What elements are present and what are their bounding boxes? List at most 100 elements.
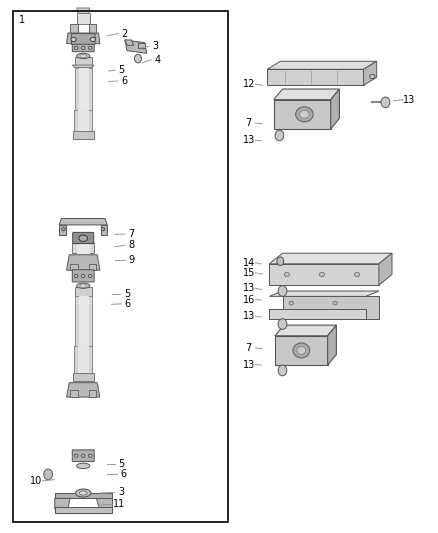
- FancyBboxPatch shape: [72, 270, 94, 282]
- Ellipse shape: [79, 235, 88, 241]
- Polygon shape: [67, 33, 100, 44]
- Text: 15: 15: [243, 268, 255, 278]
- Polygon shape: [89, 390, 96, 397]
- Ellipse shape: [101, 228, 105, 231]
- Bar: [77, 243, 89, 253]
- Polygon shape: [274, 89, 339, 100]
- Circle shape: [278, 365, 287, 376]
- Bar: [72, 243, 94, 253]
- Circle shape: [277, 257, 284, 265]
- Text: 13: 13: [243, 360, 255, 369]
- Polygon shape: [72, 65, 94, 68]
- Ellipse shape: [296, 107, 313, 122]
- Text: 13: 13: [243, 284, 255, 293]
- FancyBboxPatch shape: [72, 44, 94, 52]
- FancyBboxPatch shape: [72, 450, 94, 462]
- Text: 3: 3: [152, 42, 159, 51]
- Polygon shape: [59, 219, 107, 225]
- Circle shape: [278, 286, 287, 296]
- Text: 5: 5: [119, 66, 125, 75]
- Bar: [79, 296, 88, 346]
- Ellipse shape: [88, 274, 92, 278]
- Ellipse shape: [81, 274, 85, 278]
- Ellipse shape: [88, 454, 92, 457]
- Ellipse shape: [284, 272, 290, 277]
- FancyBboxPatch shape: [73, 232, 94, 244]
- Ellipse shape: [370, 75, 375, 79]
- Text: 13: 13: [243, 311, 255, 321]
- Ellipse shape: [354, 272, 360, 277]
- Polygon shape: [125, 40, 134, 45]
- Circle shape: [134, 54, 141, 63]
- Ellipse shape: [300, 110, 309, 118]
- Polygon shape: [267, 61, 377, 69]
- Bar: [74, 110, 92, 131]
- Polygon shape: [283, 296, 379, 319]
- Ellipse shape: [77, 53, 90, 59]
- Circle shape: [278, 319, 287, 329]
- Polygon shape: [275, 325, 336, 336]
- Polygon shape: [138, 43, 145, 48]
- Circle shape: [44, 469, 53, 480]
- Bar: [78, 346, 88, 373]
- Text: 4: 4: [155, 55, 161, 64]
- Ellipse shape: [75, 489, 91, 497]
- Text: 6: 6: [120, 469, 127, 479]
- Polygon shape: [379, 253, 392, 285]
- Polygon shape: [67, 255, 100, 270]
- Polygon shape: [269, 253, 392, 264]
- Polygon shape: [96, 498, 112, 509]
- Ellipse shape: [80, 54, 87, 58]
- Ellipse shape: [74, 274, 78, 278]
- Ellipse shape: [77, 463, 90, 469]
- Bar: [75, 296, 92, 346]
- Ellipse shape: [62, 228, 65, 231]
- Polygon shape: [89, 264, 96, 270]
- Text: 11: 11: [113, 499, 126, 509]
- Bar: [74, 346, 92, 373]
- Polygon shape: [267, 69, 364, 85]
- Ellipse shape: [80, 284, 87, 287]
- Ellipse shape: [79, 491, 87, 495]
- Ellipse shape: [297, 346, 306, 354]
- Polygon shape: [55, 498, 70, 509]
- Polygon shape: [328, 325, 336, 365]
- Ellipse shape: [293, 343, 310, 358]
- Ellipse shape: [289, 301, 293, 305]
- Text: 9: 9: [128, 255, 134, 264]
- Text: 8: 8: [128, 240, 134, 250]
- Ellipse shape: [333, 301, 337, 305]
- FancyBboxPatch shape: [71, 34, 95, 45]
- Text: 5: 5: [124, 289, 130, 298]
- Text: 7: 7: [246, 343, 252, 353]
- Text: 14: 14: [243, 258, 255, 268]
- Circle shape: [275, 130, 284, 141]
- Text: 12: 12: [243, 79, 255, 89]
- Bar: [75, 287, 92, 296]
- Ellipse shape: [81, 46, 85, 50]
- Polygon shape: [67, 383, 100, 397]
- Bar: [13, 11, 228, 522]
- Text: 13: 13: [243, 135, 255, 145]
- Polygon shape: [70, 390, 78, 397]
- Text: 6: 6: [121, 76, 127, 86]
- Polygon shape: [70, 264, 78, 270]
- Bar: [77, 13, 90, 24]
- Polygon shape: [331, 89, 339, 129]
- Text: 2: 2: [122, 29, 128, 38]
- Text: 16: 16: [243, 295, 255, 304]
- Polygon shape: [274, 100, 331, 129]
- Ellipse shape: [88, 46, 92, 50]
- Ellipse shape: [74, 454, 78, 457]
- Ellipse shape: [77, 283, 90, 288]
- Text: 5: 5: [119, 459, 125, 469]
- Ellipse shape: [319, 272, 325, 277]
- Polygon shape: [269, 309, 366, 319]
- Text: 10: 10: [30, 476, 42, 486]
- Polygon shape: [55, 507, 112, 513]
- Polygon shape: [101, 225, 107, 235]
- Bar: [78, 110, 88, 131]
- Text: 7: 7: [246, 118, 252, 128]
- Polygon shape: [59, 225, 66, 235]
- Ellipse shape: [71, 37, 76, 42]
